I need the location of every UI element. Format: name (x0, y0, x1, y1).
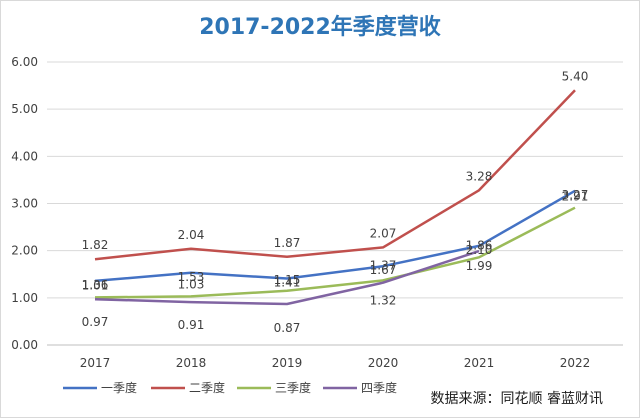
x-axis-ticks: 2017 2018 2019 2020 2021 2022 (80, 356, 591, 370)
data-label: 1.86 (466, 238, 493, 252)
y-tick-label: 4.00 (11, 149, 38, 163)
y-tick-label: 0.00 (11, 338, 38, 352)
data-label: 3.27 (562, 188, 589, 202)
data-label: 1.41 (274, 275, 301, 289)
y-tick-label: 3.00 (11, 197, 38, 211)
data-label: 2.04 (178, 228, 205, 242)
data-label: 3.28 (466, 169, 493, 183)
legend-label: 一季度 (101, 380, 137, 395)
x-tick-label: 2022 (560, 356, 591, 370)
x-tick-label: 2018 (176, 356, 207, 370)
data-label: 0.97 (82, 315, 109, 329)
x-tick-label: 2020 (368, 356, 399, 370)
data-label: 2.91 (562, 190, 589, 204)
data-label: 1.37 (370, 258, 397, 272)
data-labels: 1.36 1.53 1.41 1.67 2.10 3.27 1.82 2.04 1.87 2.07… (82, 69, 589, 335)
y-axis-ticks: 0.00 1.00 2.00 3.00 4.00 5.00 6.00 (11, 55, 38, 352)
series-line (94, 189, 576, 283)
data-label: 0.87 (274, 321, 301, 335)
x-tick-label: 2021 (464, 356, 495, 370)
data-label: 1.87 (274, 236, 301, 250)
data-label: 1.01 (82, 278, 109, 292)
series-line (94, 206, 576, 299)
data-label: 1.82 (82, 238, 109, 252)
data-label: 1.36 (82, 278, 109, 292)
series-line (94, 249, 480, 306)
source-note: 数据来源：同花顺 睿蓝财讯 (431, 391, 603, 407)
legend: 一季度 二季度 三季度 四季度 (63, 380, 397, 395)
data-label: 1.15 (274, 273, 301, 287)
series-line (94, 89, 576, 261)
y-tick-label: 1.00 (11, 291, 38, 305)
data-label: 5.40 (562, 69, 589, 83)
series-lines (94, 89, 576, 306)
data-label: 1.03 (178, 277, 205, 291)
data-label: 2.07 (370, 226, 397, 240)
data-label: 2.10 (466, 243, 493, 257)
legend-label: 二季度 (189, 380, 225, 395)
chart-title: 2017-2022年季度营收 (199, 14, 441, 40)
gridlines (47, 61, 623, 346)
data-label: 1.67 (370, 263, 397, 277)
y-tick-label: 6.00 (11, 55, 38, 69)
x-tick-label: 2017 (80, 356, 111, 370)
data-label: 1.53 (178, 270, 205, 284)
y-tick-label: 2.00 (11, 244, 38, 258)
data-label: 0.91 (178, 318, 205, 332)
y-tick-label: 5.00 (11, 102, 38, 116)
x-tick-label: 2019 (272, 356, 303, 370)
legend-label: 四季度 (361, 380, 397, 395)
data-label: 1.32 (370, 294, 397, 308)
data-label: 1.99 (466, 259, 493, 273)
legend-label: 三季度 (275, 380, 311, 395)
